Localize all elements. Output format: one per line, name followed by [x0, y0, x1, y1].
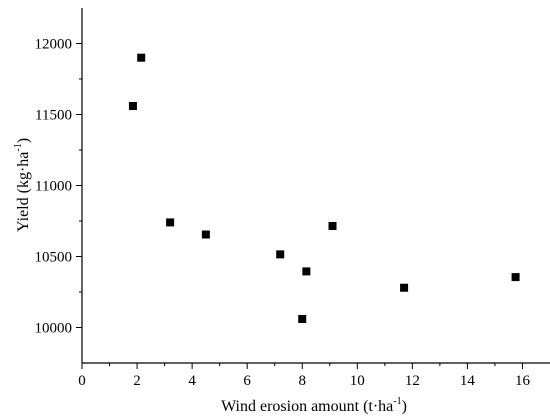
data-point — [201, 230, 210, 239]
x-tick-label: 16 — [515, 373, 531, 389]
data-point — [328, 221, 337, 230]
x-tick-label: 0 — [78, 373, 86, 389]
data-point — [128, 101, 137, 110]
data-point — [276, 250, 285, 259]
x-axis-ticks: 0 2 4 6 8 10 12 14 16 — [78, 363, 530, 389]
y-axis-title: Yield (kg·ha-1) — [13, 138, 32, 232]
x-tick-label: 12 — [405, 373, 420, 389]
x-axis-title: Wind erosion amount (t·ha-1) — [221, 396, 407, 415]
x-tick-label: 14 — [460, 373, 476, 389]
x-tick-label: 2 — [133, 373, 141, 389]
data-point — [166, 218, 175, 227]
data-point — [298, 314, 307, 323]
y-axis-ticks: 10000 10500 11000 11500 12000 — [35, 37, 82, 337]
x-tick-label: 10 — [350, 373, 365, 389]
data-points — [128, 53, 520, 323]
x-tick-label: 4 — [188, 373, 196, 389]
data-point — [400, 283, 409, 292]
data-point — [137, 53, 146, 62]
data-point — [511, 273, 520, 282]
y-tick-label: 10000 — [35, 321, 73, 337]
y-tick-label: 12000 — [35, 37, 73, 53]
y-tick-label: 10500 — [35, 250, 73, 266]
x-tick-label: 6 — [243, 373, 251, 389]
y-tick-label: 11500 — [35, 108, 72, 124]
x-tick-label: 8 — [298, 373, 306, 389]
y-tick-label: 11000 — [35, 179, 72, 195]
axes — [81, 8, 550, 364]
data-point — [302, 267, 311, 276]
